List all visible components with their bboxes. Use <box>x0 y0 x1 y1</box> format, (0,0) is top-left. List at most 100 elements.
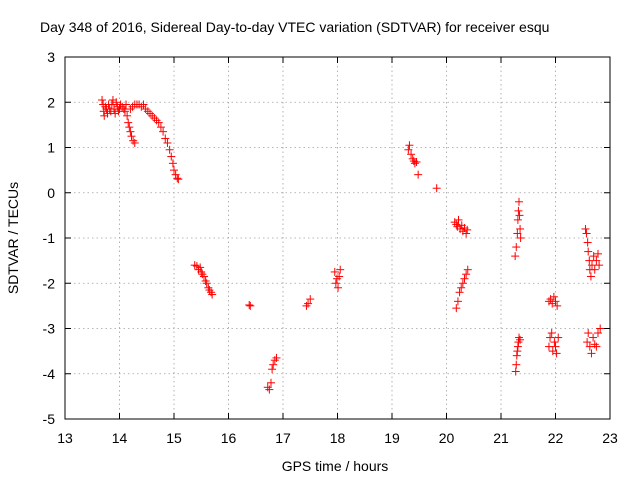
data-point <box>546 333 555 342</box>
data-point <box>269 360 278 369</box>
data-point <box>592 256 601 265</box>
data-point <box>454 215 463 224</box>
data-point <box>513 342 522 351</box>
data-point <box>126 127 135 136</box>
data-point <box>272 353 281 362</box>
y-axis-label: SDTVAR / TECUs <box>5 182 21 294</box>
data-point <box>512 243 521 252</box>
data-point <box>130 138 139 147</box>
data-point <box>190 261 199 270</box>
y-tick-label: -4 <box>43 366 56 382</box>
data-point <box>513 215 522 224</box>
data-point <box>513 229 522 238</box>
x-tick-label: 22 <box>548 430 564 446</box>
x-tick-label: 18 <box>330 430 346 446</box>
data-point <box>511 252 520 261</box>
data-point <box>405 141 414 150</box>
data-point <box>335 272 344 281</box>
data-point <box>589 252 598 261</box>
data-point <box>304 299 313 308</box>
data-point <box>141 105 150 114</box>
data-point <box>583 238 592 247</box>
data-point <box>584 247 593 256</box>
data-point <box>143 107 152 116</box>
data-point <box>173 174 182 183</box>
data-point <box>458 279 467 288</box>
data-point <box>245 300 254 309</box>
data-point <box>120 107 129 116</box>
data-point <box>514 338 523 347</box>
data-point <box>590 340 599 349</box>
data-point <box>156 123 165 132</box>
data-point <box>154 118 163 127</box>
x-tick-label: 19 <box>384 430 400 446</box>
chart-title: Day 348 of 2016, Sidereal Day-to-day VTE… <box>40 19 549 35</box>
data-point <box>332 274 341 283</box>
x-tick-label: 21 <box>493 430 509 446</box>
data-point <box>513 347 522 356</box>
data-point <box>152 116 161 125</box>
data-point <box>549 292 558 301</box>
data-point <box>98 95 107 104</box>
data-point <box>460 274 469 283</box>
y-tick-label: -5 <box>43 411 56 427</box>
data-point <box>163 138 172 147</box>
data-point <box>586 272 595 281</box>
x-tick-label: 13 <box>57 430 73 446</box>
data-point <box>551 342 560 351</box>
data-points <box>98 95 605 394</box>
data-point <box>167 152 176 161</box>
data-point <box>159 127 168 136</box>
y-tick-label: -1 <box>43 230 56 246</box>
x-tick-label: 14 <box>112 430 128 446</box>
data-point <box>463 265 472 274</box>
x-tick-label: 15 <box>166 430 182 446</box>
grid <box>65 57 610 419</box>
data-point <box>552 349 561 358</box>
data-point <box>452 304 461 313</box>
data-point <box>192 262 201 271</box>
data-point <box>463 225 472 234</box>
x-tick-label: 23 <box>602 430 618 446</box>
data-point <box>129 136 138 145</box>
data-point <box>334 283 343 292</box>
data-point <box>202 279 211 288</box>
data-point <box>553 301 562 310</box>
data-point <box>514 333 523 342</box>
data-point <box>453 297 462 306</box>
data-point <box>515 211 524 220</box>
data-point <box>462 229 471 238</box>
data-point <box>592 342 601 351</box>
data-point <box>583 338 592 347</box>
data-point <box>168 159 177 168</box>
data-point <box>596 324 605 333</box>
data-point <box>462 270 471 279</box>
data-point <box>514 206 523 215</box>
data-point <box>246 301 255 310</box>
data-point <box>584 329 593 338</box>
data-point <box>265 385 274 394</box>
data-point <box>581 224 590 233</box>
y-tick-label: 0 <box>47 185 55 201</box>
data-point <box>516 335 525 344</box>
data-point <box>150 114 159 123</box>
data-point <box>170 166 178 175</box>
data-point <box>148 111 157 120</box>
data-point <box>455 288 464 297</box>
y-tick-label: 2 <box>47 94 55 110</box>
data-point <box>585 256 594 265</box>
data-point <box>137 102 146 111</box>
data-point <box>588 261 597 270</box>
data-point <box>516 224 525 233</box>
data-point <box>432 184 441 193</box>
data-point <box>404 145 413 154</box>
data-point <box>139 100 148 109</box>
data-point <box>547 329 556 338</box>
data-point <box>123 111 132 120</box>
data-point <box>330 267 339 276</box>
data-point <box>407 150 416 159</box>
data-point <box>512 351 521 360</box>
data-point <box>336 265 345 274</box>
